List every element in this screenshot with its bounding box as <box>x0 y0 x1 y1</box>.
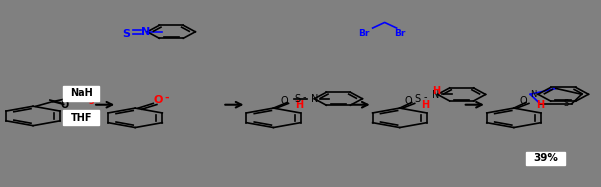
Bar <box>63 86 99 101</box>
Text: O: O <box>153 95 163 105</box>
Text: CH: CH <box>72 93 90 103</box>
Text: NaH: NaH <box>70 88 93 99</box>
Text: N: N <box>311 94 318 104</box>
Text: 39%: 39% <box>533 153 558 163</box>
Text: H: H <box>535 100 544 110</box>
Text: H: H <box>421 100 430 110</box>
Text: O: O <box>519 96 526 106</box>
Text: N: N <box>530 90 537 99</box>
Text: O: O <box>61 100 69 110</box>
Text: -: - <box>164 93 169 103</box>
Text: Br: Br <box>394 29 405 38</box>
Text: -: - <box>303 92 307 102</box>
Text: S: S <box>415 94 421 104</box>
Text: THF: THF <box>70 113 92 123</box>
Text: S: S <box>122 29 130 39</box>
Text: O: O <box>405 96 412 106</box>
Text: H: H <box>295 100 304 110</box>
Text: 3: 3 <box>89 97 95 106</box>
Text: H: H <box>432 86 440 96</box>
Text: O: O <box>281 96 288 106</box>
Text: -: - <box>423 92 427 102</box>
Text: S: S <box>563 99 569 108</box>
Text: Br: Br <box>358 29 369 38</box>
Text: N: N <box>432 90 439 100</box>
Text: N: N <box>141 27 150 37</box>
Bar <box>526 152 565 165</box>
Text: S: S <box>294 94 300 104</box>
Bar <box>63 110 99 125</box>
